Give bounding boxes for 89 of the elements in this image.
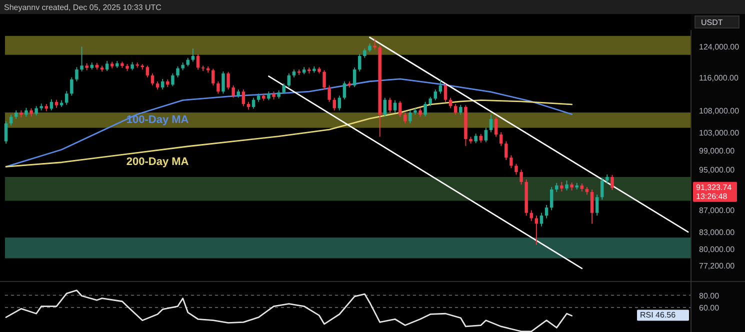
candlestick	[4, 120, 8, 144]
y-tick-label: 77,200.00	[699, 261, 736, 270]
candlestick	[171, 72, 174, 87]
candlestick	[550, 186, 554, 211]
candlestick	[388, 97, 392, 113]
candlestick	[610, 174, 614, 190]
y-tick-label: 60.00	[699, 304, 720, 312]
candlestick	[459, 104, 462, 116]
candlestick	[80, 46, 84, 72]
chart-title: Sheyannv created, Dec 05, 2025 10:33 UTC	[4, 3, 162, 12]
candlestick	[540, 212, 544, 227]
candlestick	[438, 78, 442, 94]
candlestick	[191, 48, 195, 62]
candlestick	[287, 72, 291, 88]
candlestick	[510, 154, 513, 169]
candlestick	[146, 65, 150, 78]
line-series	[5, 78, 573, 168]
candlestick	[226, 71, 230, 90]
annotation: RSI 46.56	[640, 310, 676, 320]
line-series	[5, 100, 573, 168]
candlestick	[373, 38, 376, 50]
candlestick	[358, 54, 362, 72]
series-label: 100-Day MA	[126, 114, 189, 126]
candlestick	[565, 180, 568, 191]
candlestick	[499, 132, 503, 146]
candlestick	[150, 72, 154, 86]
candlestick	[176, 66, 180, 78]
candlestick	[242, 89, 246, 107]
candlestick	[544, 204, 548, 219]
candlestick	[393, 100, 397, 113]
candlestick	[328, 84, 331, 102]
candlestick	[484, 127, 488, 143]
y-tick-label: 80,000.00	[699, 244, 736, 254]
candlestick	[34, 106, 38, 116]
candlestick	[212, 68, 215, 86]
candlestick	[196, 54, 200, 70]
candlestick	[444, 83, 448, 102]
candlestick	[454, 104, 458, 116]
candlestick	[160, 78, 164, 90]
candlestick	[338, 95, 342, 111]
candlestick	[504, 140, 508, 160]
candlestick	[600, 177, 604, 200]
candlestick	[494, 116, 498, 138]
candlestick	[383, 97, 387, 118]
y-tick-label: 99,000.00	[699, 146, 736, 156]
y-tick-label: 103,000.00	[699, 128, 740, 138]
y-tick-label: 83,000.00	[699, 228, 736, 237]
text: 13:26:48	[696, 192, 728, 201]
candlestick	[530, 210, 534, 222]
y-tick-label: 80.00	[699, 291, 720, 300]
candlestick	[75, 66, 78, 82]
candlestick	[363, 48, 366, 58]
candlestick	[474, 133, 478, 144]
line-series	[5, 290, 573, 332]
candlestick	[398, 100, 402, 118]
candlestick	[590, 189, 594, 224]
text: 91,323.74	[696, 182, 732, 192]
candlestick	[489, 114, 493, 133]
candlestick	[9, 114, 13, 126]
candlestick	[222, 70, 225, 94]
y-tick-label: 95,000.00	[699, 166, 736, 175]
candlestick	[65, 90, 68, 106]
candlestick	[70, 76, 74, 96]
candlestick	[428, 96, 432, 107]
candlestick	[434, 89, 438, 101]
y-tick-label: 124,000.00	[699, 42, 740, 52]
y-tick-label: 87,000.00	[699, 206, 736, 216]
candlestick	[342, 80, 346, 100]
candlestick	[201, 65, 205, 72]
candlestick	[514, 163, 518, 175]
candlestick	[403, 112, 407, 124]
candlestick	[24, 107, 28, 118]
candlestick	[252, 97, 256, 110]
candlestick	[520, 169, 523, 185]
candlestick	[555, 182, 558, 192]
candlestick	[560, 181, 564, 192]
y-tick-label: 108,000.00	[699, 106, 740, 116]
y-axis-title: USDT	[701, 18, 723, 27]
candlestick	[282, 82, 286, 94]
candlestick	[424, 101, 427, 117]
candlestick	[408, 110, 412, 124]
candlestick	[216, 80, 220, 94]
series-label: 200-Day MA	[126, 156, 189, 168]
candlestick	[105, 60, 109, 72]
y-tick-label: 116,000.00	[699, 73, 739, 82]
candlestick	[322, 70, 326, 90]
candlestick	[232, 84, 235, 98]
candlestick	[352, 67, 356, 88]
candlestick	[595, 194, 599, 216]
